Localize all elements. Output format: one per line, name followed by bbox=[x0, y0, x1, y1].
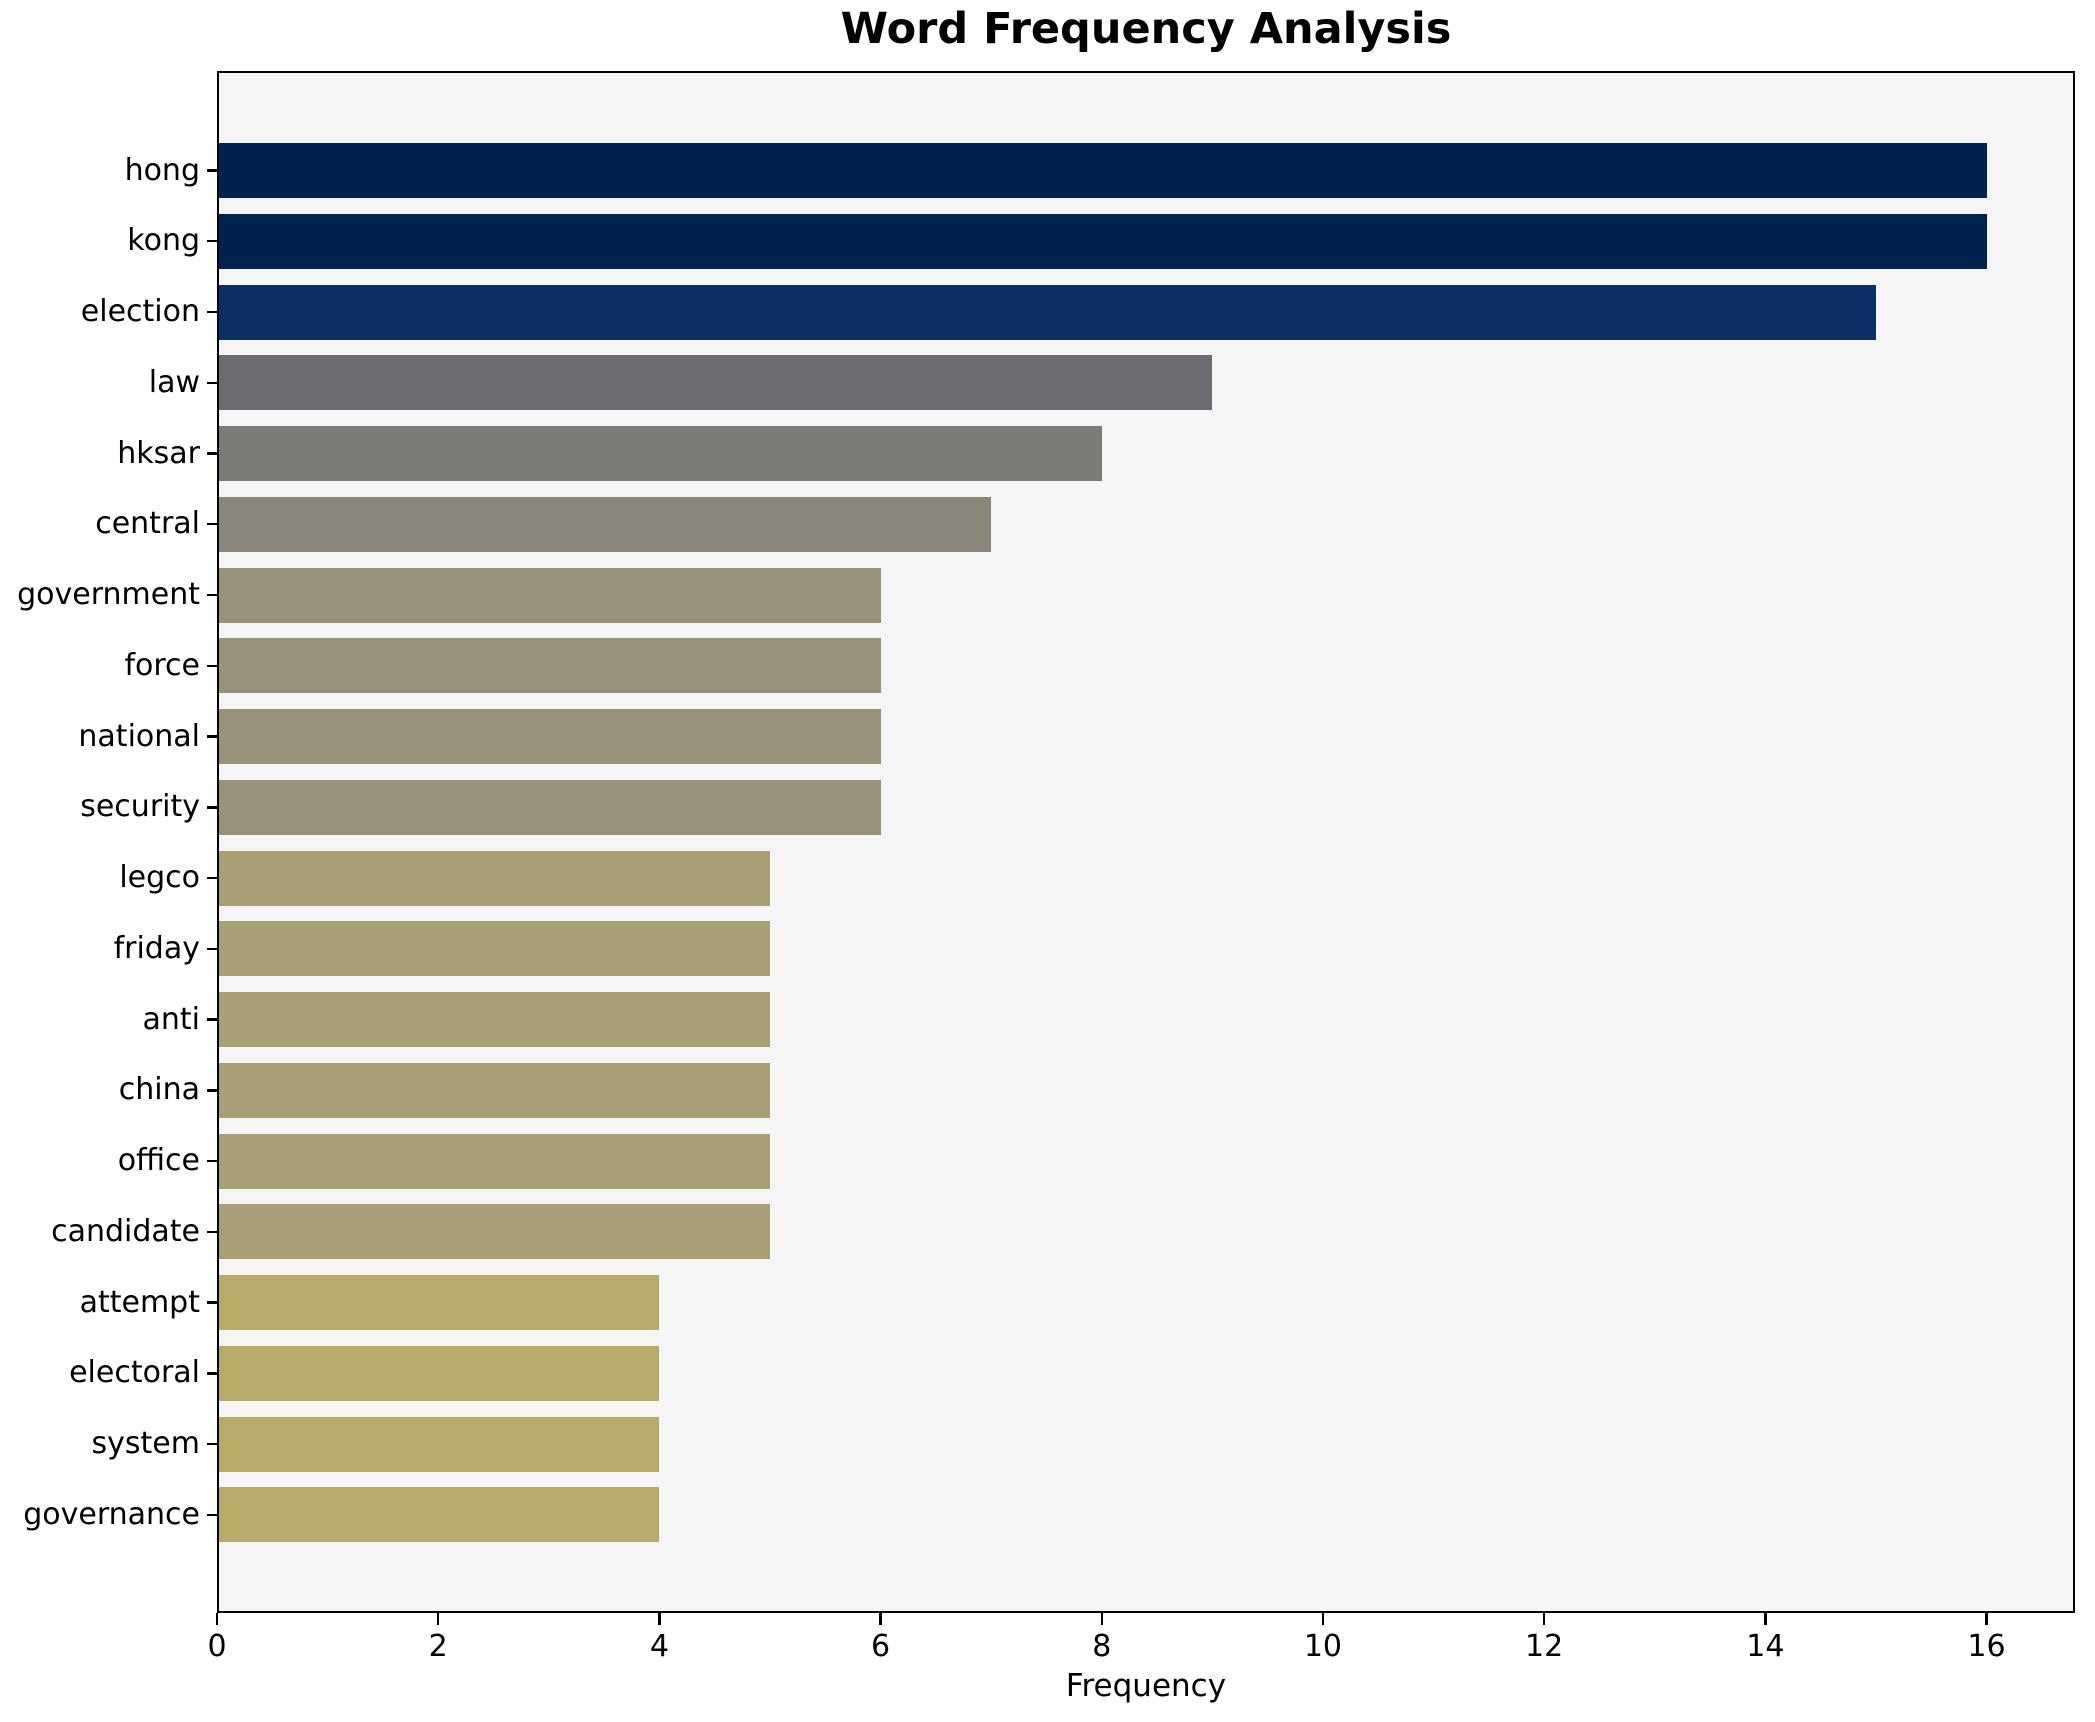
y-tick-label-hong: hong bbox=[124, 152, 200, 188]
bar-system bbox=[217, 1416, 660, 1472]
y-tick-mark bbox=[207, 1230, 217, 1234]
y-tick-mark bbox=[207, 806, 217, 809]
y-tick-mark bbox=[207, 452, 217, 455]
bar-china bbox=[217, 1062, 770, 1118]
y-tick-label-attempt: attempt bbox=[79, 1284, 200, 1320]
bar-kong bbox=[217, 213, 1987, 269]
y-tick-label-election: election bbox=[80, 294, 200, 330]
y-tick-label-friday: friday bbox=[113, 930, 200, 966]
x-tick-label-12: 12 bbox=[1525, 1629, 1564, 1664]
x-tick-label-2: 2 bbox=[428, 1629, 448, 1664]
y-tick-mark bbox=[207, 381, 217, 384]
y-tick-mark bbox=[207, 1372, 217, 1375]
y-tick-label-system: system bbox=[91, 1426, 200, 1462]
bar-friday bbox=[217, 921, 770, 977]
y-tick-label-legco: legco bbox=[119, 860, 200, 896]
y-tick-label-kong: kong bbox=[127, 223, 200, 259]
y-tick-label-government: government bbox=[17, 577, 200, 613]
bar-hksar bbox=[217, 426, 1102, 482]
x-tick-mark bbox=[215, 1613, 219, 1625]
y-tick-mark bbox=[207, 664, 217, 667]
bar-governance bbox=[217, 1487, 660, 1543]
y-tick-mark bbox=[207, 876, 217, 880]
bar-candidate bbox=[217, 1204, 770, 1260]
y-tick-mark bbox=[207, 1089, 217, 1092]
y-tick-label-national: national bbox=[78, 718, 200, 754]
y-tick-label-law: law bbox=[148, 364, 200, 400]
x-tick-label-14: 14 bbox=[1746, 1629, 1785, 1664]
y-tick-label-security: security bbox=[80, 789, 200, 825]
y-tick-mark bbox=[207, 1513, 217, 1517]
x-tick-mark bbox=[1100, 1613, 1103, 1625]
y-tick-label-office: office bbox=[117, 1143, 200, 1179]
bar-electoral bbox=[217, 1345, 660, 1401]
x-tick-mark bbox=[1764, 1613, 1767, 1625]
bar-legco bbox=[217, 850, 770, 906]
y-tick-mark bbox=[207, 1442, 217, 1446]
y-tick-label-force: force bbox=[124, 647, 200, 683]
x-tick-mark bbox=[879, 1613, 882, 1625]
x-tick-mark bbox=[1542, 1613, 1546, 1625]
bar-election bbox=[217, 284, 1876, 340]
x-tick-mark bbox=[1321, 1613, 1325, 1625]
bar-national bbox=[217, 709, 881, 765]
y-tick-mark bbox=[207, 1159, 217, 1163]
x-tick-label-6: 6 bbox=[871, 1629, 891, 1664]
x-tick-label-8: 8 bbox=[1092, 1629, 1112, 1664]
y-tick-mark bbox=[207, 240, 217, 243]
x-tick-mark bbox=[436, 1613, 440, 1625]
y-tick-label-candidate: candidate bbox=[51, 1213, 200, 1249]
x-tick-label-16: 16 bbox=[1967, 1629, 2006, 1664]
y-tick-label-electoral: electoral bbox=[69, 1355, 200, 1391]
chart-title: Word Frequency Analysis bbox=[840, 4, 1452, 54]
x-tick-label-10: 10 bbox=[1303, 1629, 1343, 1664]
x-tick-mark bbox=[1985, 1613, 1988, 1625]
bar-hong bbox=[217, 143, 1987, 198]
bar-anti bbox=[217, 992, 770, 1048]
x-axis-title: Frequency bbox=[1065, 1668, 1227, 1704]
y-tick-label-central: central bbox=[95, 506, 200, 542]
bar-security bbox=[217, 779, 881, 835]
y-tick-mark bbox=[207, 1301, 217, 1304]
bar-force bbox=[217, 638, 881, 694]
x-tick-label-4: 4 bbox=[649, 1629, 669, 1664]
y-tick-mark bbox=[207, 310, 217, 314]
bar-government bbox=[217, 567, 881, 623]
bar-central bbox=[217, 496, 992, 552]
y-tick-mark bbox=[207, 523, 217, 526]
bar-office bbox=[217, 1133, 770, 1189]
bar-attempt bbox=[217, 1275, 660, 1331]
y-tick-mark bbox=[207, 1018, 217, 1021]
y-tick-label-anti: anti bbox=[142, 1001, 201, 1037]
y-tick-label-china: china bbox=[118, 1072, 200, 1108]
x-tick-label-0: 0 bbox=[207, 1629, 227, 1664]
bar-law bbox=[217, 355, 1213, 411]
y-tick-mark bbox=[207, 169, 217, 172]
y-tick-mark bbox=[207, 735, 217, 738]
y-tick-label-governance: governance bbox=[23, 1496, 200, 1532]
y-tick-mark bbox=[207, 593, 217, 597]
x-tick-mark bbox=[658, 1613, 661, 1625]
y-tick-label-hksar: hksar bbox=[117, 435, 200, 471]
y-tick-mark bbox=[207, 947, 217, 951]
